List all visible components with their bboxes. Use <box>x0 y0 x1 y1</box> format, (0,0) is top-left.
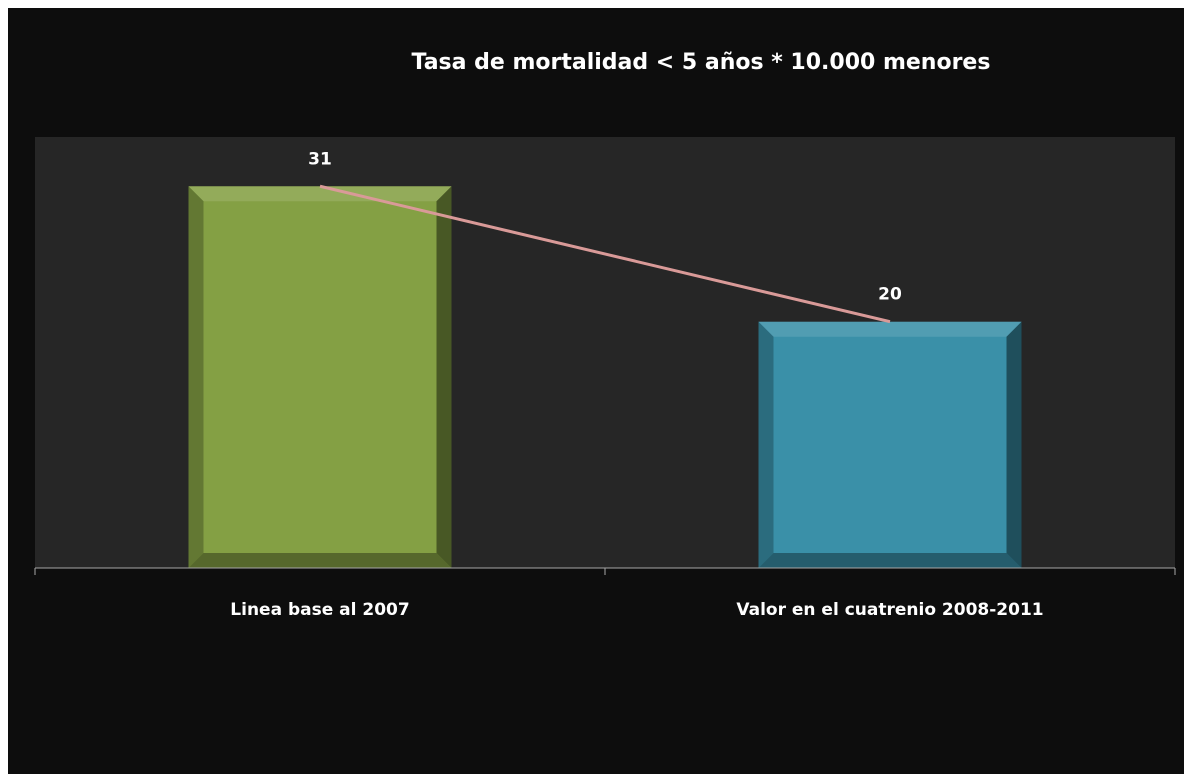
bar-bevel <box>188 186 452 202</box>
bar-bevel <box>436 186 452 568</box>
data-label: 31 <box>308 149 332 169</box>
bar-bevel <box>758 553 1022 568</box>
x-tick-label: Valor en el cuatrenio 2008-2011 <box>736 600 1043 620</box>
x-tick-label: Linea base al 2007 <box>230 600 409 620</box>
bar-bevel <box>758 321 1022 337</box>
bar-bevel <box>1006 321 1022 568</box>
data-label: 20 <box>878 285 902 305</box>
bar <box>188 186 452 568</box>
bar-bevel <box>758 321 774 568</box>
bar <box>758 321 1022 568</box>
trend-line <box>319 184 891 324</box>
bar-bevel <box>188 553 452 568</box>
bar-bevel <box>188 186 204 568</box>
bars <box>188 186 1022 568</box>
chart-title: Tasa de mortalidad < 5 años * 10.000 men… <box>412 50 991 75</box>
